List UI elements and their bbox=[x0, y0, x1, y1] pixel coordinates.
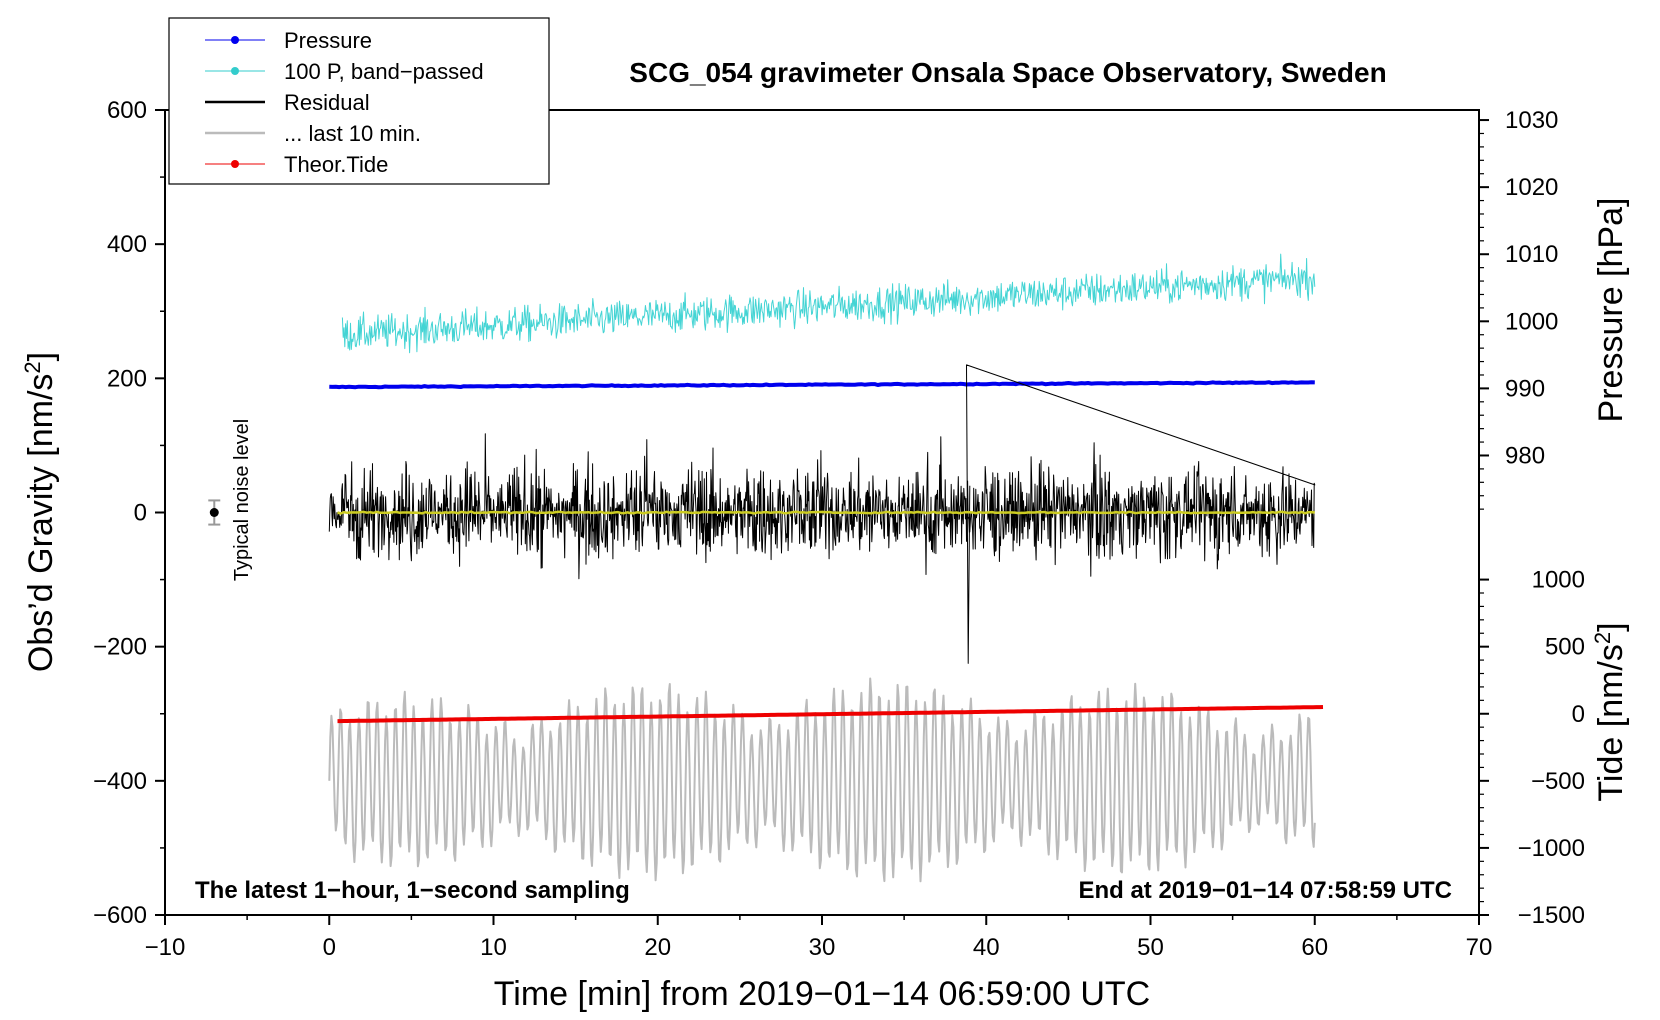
x-axis-title: Time [min] from 2019−01−14 06:59:00 UTC bbox=[494, 975, 1150, 1013]
x-tick-label: 0 bbox=[323, 934, 336, 961]
series-line-5 bbox=[337, 705, 1324, 724]
pressure-tick-label: 1030 bbox=[1505, 107, 1558, 134]
legend-label: Pressure bbox=[284, 28, 372, 53]
noise-level-indicator: Typical noise level bbox=[208, 419, 253, 581]
legend-label: ... last 10 min. bbox=[284, 121, 421, 146]
x-tick-label: 50 bbox=[1137, 934, 1164, 961]
x-tick-label: 40 bbox=[973, 934, 1000, 961]
pressure-tick-label: 990 bbox=[1505, 375, 1545, 402]
y-axis-title-left: Obs’d Gravity [nm/s2] bbox=[20, 352, 60, 672]
pressure-tick-label: 1000 bbox=[1505, 308, 1558, 335]
x-tick-label: 10 bbox=[480, 934, 507, 961]
series-line-0 bbox=[329, 380, 1315, 390]
legend-swatch-marker bbox=[231, 160, 239, 168]
x-tick-label: 30 bbox=[809, 934, 836, 961]
y-tick-label: 600 bbox=[107, 97, 147, 124]
x-tick-label: 70 bbox=[1466, 934, 1493, 961]
y-axis-title-left-sup: 2 bbox=[20, 361, 45, 373]
y-axis-title-tide-close: ] bbox=[1592, 622, 1630, 631]
legend-label: Theor.Tide bbox=[284, 152, 388, 177]
ticks-layer: −10 0 10 20 30 40 50 60 70−600−400−2000200400600… bbox=[93, 97, 1585, 961]
tide-tick-label: −1000 bbox=[1518, 835, 1585, 862]
x-tick-label: −10 bbox=[145, 934, 186, 961]
x-tick-label: 20 bbox=[644, 934, 671, 961]
legend-swatch-marker bbox=[231, 67, 239, 75]
legend-label: Residual bbox=[284, 90, 370, 115]
pressure-tick-label: 1020 bbox=[1505, 174, 1558, 201]
y-axis-title-tide: Tide [nm/s2] bbox=[1590, 622, 1630, 801]
series-line-3 bbox=[337, 510, 1315, 515]
legend-label: 100 P, band−passed bbox=[284, 59, 484, 84]
y-tick-label: 200 bbox=[107, 365, 147, 392]
y-axis-title-left-main: Obs’d Gravity [nm/s bbox=[22, 374, 60, 673]
noise-level-label: Typical noise level bbox=[231, 419, 253, 581]
y-tick-label: −400 bbox=[93, 768, 147, 795]
y-tick-label: −200 bbox=[93, 634, 147, 661]
y-axis-title-pressure: Pressure [hPa] bbox=[1592, 198, 1630, 423]
annotation-sampling: The latest 1−hour, 1−second sampling bbox=[195, 877, 630, 904]
chart-title: SCG_054 gravimeter Onsala Space Observat… bbox=[629, 57, 1386, 88]
y-tick-label: 400 bbox=[107, 231, 147, 258]
y-axis-title-tide-main: Tide [nm/s bbox=[1592, 644, 1630, 801]
y-axis-title-left-close: ] bbox=[22, 352, 60, 361]
series-line-4 bbox=[328, 677, 1316, 883]
pressure-tick-label: 980 bbox=[1505, 442, 1545, 469]
tide-tick-label: −1500 bbox=[1518, 902, 1585, 929]
legend: Pressure 100 P, band−passed Residual ... la… bbox=[168, 17, 550, 185]
tide-tick-label: 0 bbox=[1572, 701, 1585, 728]
y-axis-title-tide-sup: 2 bbox=[1590, 632, 1615, 644]
series-line-2 bbox=[328, 364, 1316, 664]
series-layer bbox=[328, 253, 1324, 883]
x-tick-label: 60 bbox=[1301, 934, 1328, 961]
y-tick-label: 0 bbox=[134, 500, 147, 527]
annotation-end-time: End at 2019−01−14 07:58:59 UTC bbox=[1078, 877, 1452, 904]
legend-swatch-marker bbox=[231, 36, 239, 44]
tide-tick-label: −500 bbox=[1531, 768, 1585, 795]
y-tick-label: −600 bbox=[93, 902, 147, 929]
tide-tick-label: 1000 bbox=[1532, 567, 1585, 594]
series-line-1 bbox=[341, 253, 1316, 354]
noise-point bbox=[209, 508, 219, 517]
pressure-tick-label: 1010 bbox=[1505, 241, 1558, 268]
tide-tick-label: 500 bbox=[1545, 634, 1585, 661]
